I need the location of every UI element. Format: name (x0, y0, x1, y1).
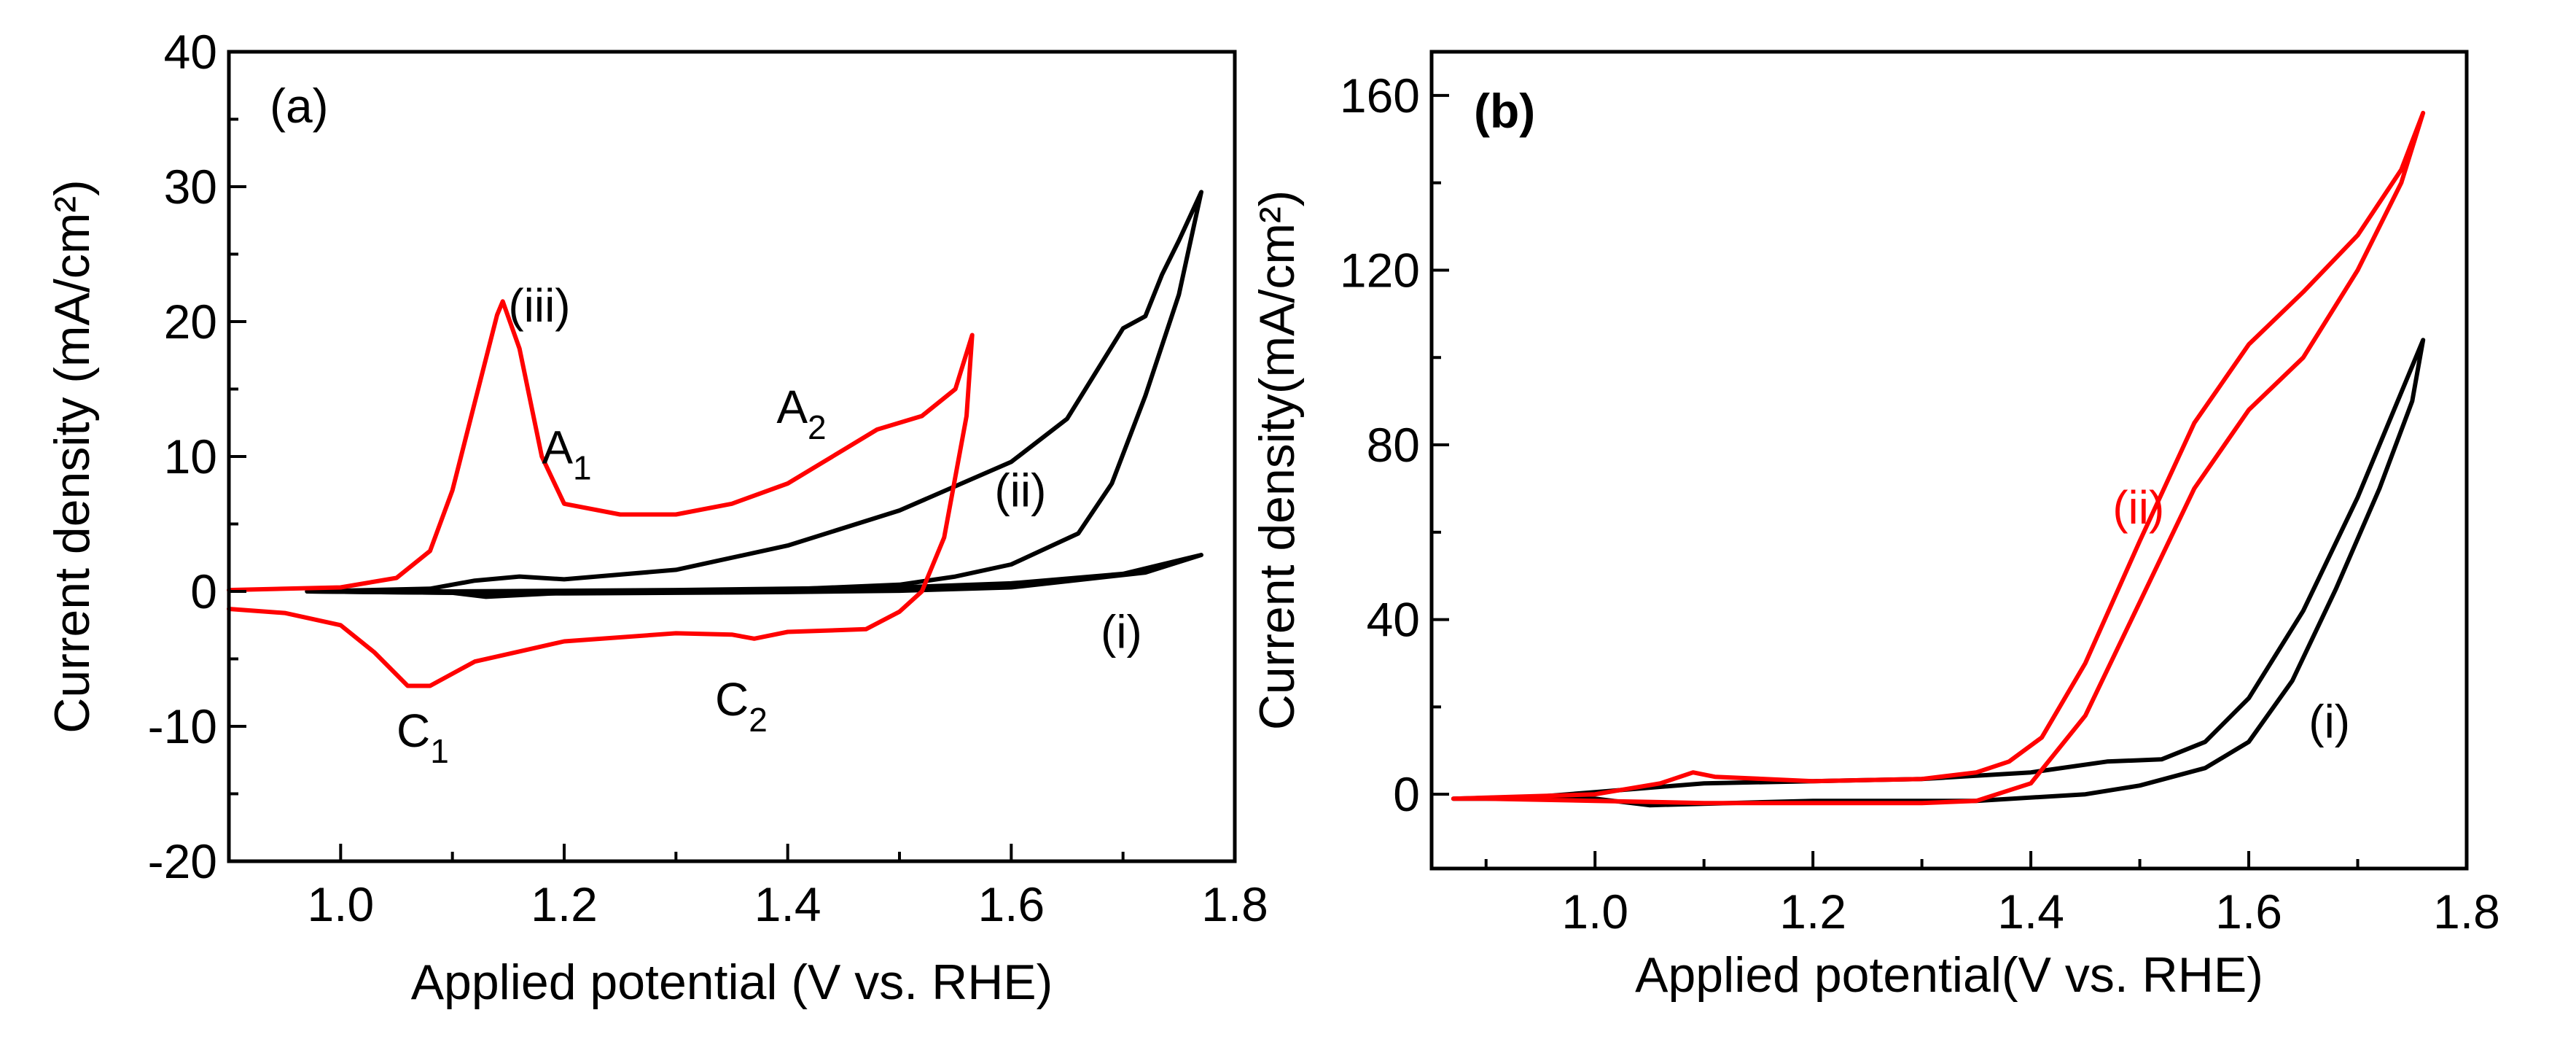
panel-b-x-tick-label: 1.6 (2215, 885, 2282, 939)
panel-b-curves (1451, 110, 2426, 808)
panel-b-x-tick-label: 1.8 (2433, 885, 2500, 939)
panel-a-y-tick-label: 10 (164, 430, 217, 483)
panel-b-frame (1429, 50, 2469, 871)
panel-b-y-tick-label: 0 (1393, 767, 1420, 821)
panel-b: 1.0 1.2 1.4 1.6 1.8 0 40 80 120 160 (ii) (i) (b) A… (1249, 50, 2500, 1003)
panel-a-series-ii (305, 190, 1203, 599)
panel-b-x-tick-label: 1.0 (1561, 885, 1628, 939)
panel-a-series-iii (227, 299, 975, 688)
panel-b-y-axis-title: Current density(mA/cm²) (1249, 190, 1305, 731)
panel-b-series-i (1451, 338, 2426, 808)
panel-b-x-tick-label: 1.2 (1779, 885, 1846, 939)
panel-a-y-tick-label: 40 (164, 25, 217, 79)
panel-a-ticks: 1.0 1.2 1.4 1.6 1.8 -20 -10 0 10 20 30 40 (148, 25, 1268, 931)
panel-a-y-tick-label: -20 (148, 834, 217, 888)
panel-b-label-i: (i) (2308, 695, 2350, 747)
panel-a-x-axis-title: Applied potential (V vs. RHE) (411, 955, 1053, 1010)
panel-a-x-tick-label: 1.2 (531, 877, 598, 931)
panel-b-x-axis-title: Applied potential(V vs. RHE) (1635, 947, 2263, 1003)
panel-b-label-ii: (ii) (2112, 481, 2164, 534)
panel-a-frame (227, 50, 1237, 863)
panel-a-x-tick-label: 1.4 (754, 877, 821, 931)
panel-a-label-i: (i) (1101, 606, 1142, 659)
panel-a-x-tick-label: 1.8 (1201, 877, 1268, 931)
panel-a-label-A2: A2 (776, 381, 826, 446)
panel-b-ticks: 1.0 1.2 1.4 1.6 1.8 0 40 80 120 160 (1340, 69, 2500, 939)
panel-a-annotations: (iii) (ii) (i) A1 A2 C1 C2 (397, 279, 1142, 770)
panel-a-y-tick-label: 0 (190, 564, 217, 618)
panel-a-curves (227, 190, 1203, 688)
panel-a-label-C2: C2 (715, 673, 768, 739)
panel-a-label-C1: C1 (397, 704, 449, 770)
panel-b-y-tick-label: 120 (1340, 243, 1420, 297)
panel-b-label: (b) (1474, 84, 1535, 138)
panel-a-y-tick-label: 20 (164, 295, 217, 349)
panel-a-y-tick-label: -10 (148, 699, 217, 753)
panel-a-label: (a) (270, 79, 329, 133)
panel-b-x-tick-label: 1.4 (1997, 885, 2064, 939)
panel-a-y-tick-label: 30 (164, 160, 217, 214)
panel-b-y-tick-label: 160 (1340, 69, 1420, 123)
panel-b-annotations: (ii) (i) (2112, 481, 2350, 747)
panel-b-y-tick-label: 80 (1367, 418, 1420, 472)
panel-a-x-tick-label: 1.6 (977, 877, 1045, 931)
panel-a-x-tick-label: 1.0 (307, 877, 374, 931)
panel-a-label-A1: A1 (542, 421, 591, 486)
panel-a-label-ii: (ii) (994, 464, 1046, 516)
panel-b-series-ii (1451, 110, 2426, 806)
panel-a-label-iii: (iii) (508, 279, 570, 332)
panel-a: 1.0 1.2 1.4 1.6 1.8 -20 -10 0 10 20 30 40 (iii) (ii)… (44, 25, 1268, 1010)
panel-b-y-tick-label: 40 (1367, 593, 1420, 647)
panel-a-y-axis-title: Current density (mA/cm²) (44, 179, 100, 733)
